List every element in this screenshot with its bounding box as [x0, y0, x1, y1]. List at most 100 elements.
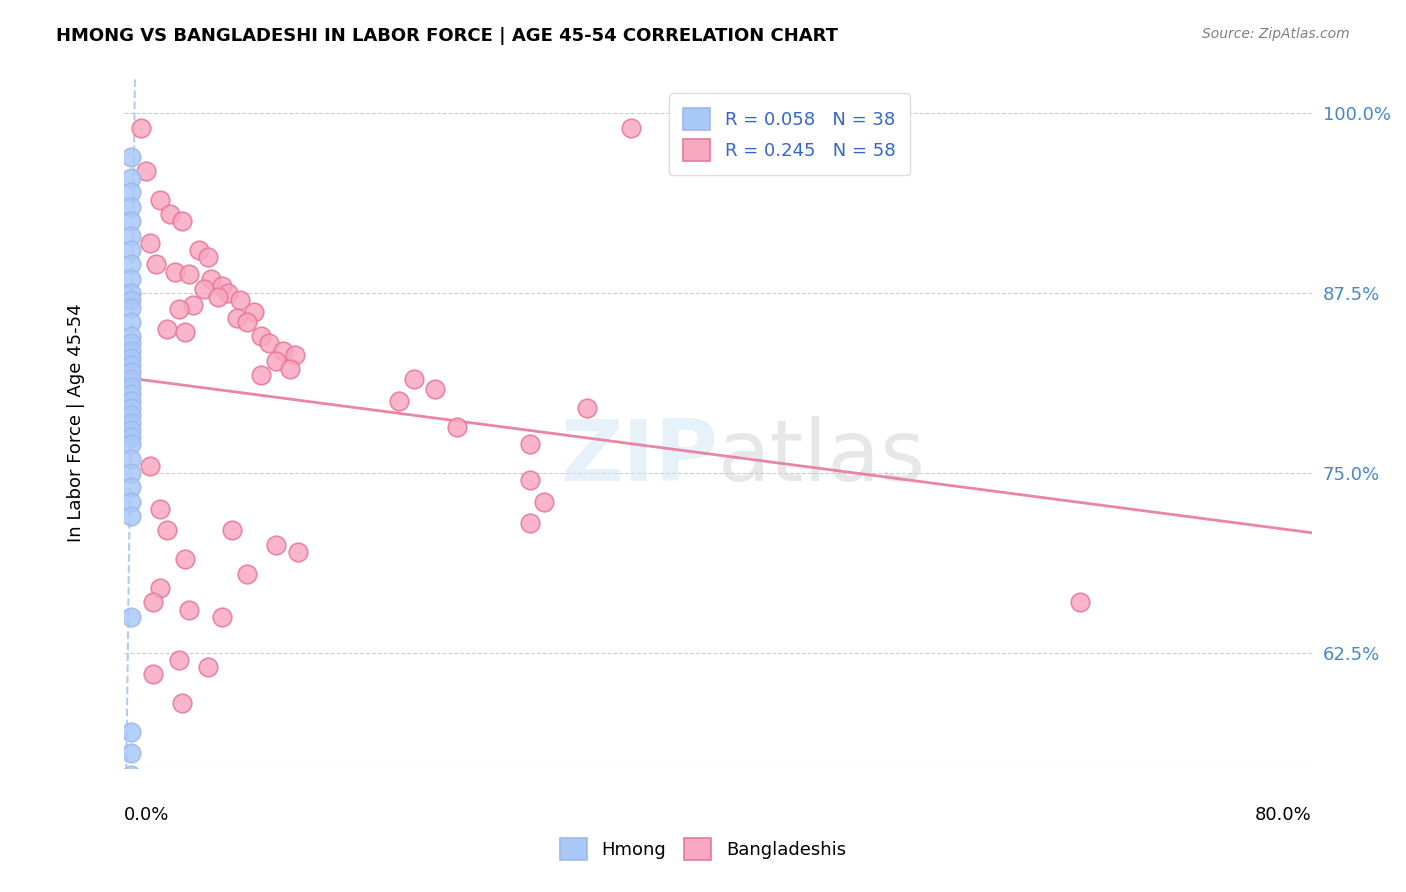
- Point: [177, 268, 200, 282]
- Point: [284, 348, 307, 362]
- Point: [139, 458, 162, 473]
- Point: [229, 293, 252, 308]
- Point: [519, 473, 541, 487]
- Point: [200, 272, 222, 286]
- Point: [149, 581, 172, 595]
- Point: [120, 379, 142, 393]
- Point: [120, 416, 142, 430]
- Point: [120, 272, 142, 286]
- Point: [156, 524, 179, 538]
- Point: [620, 120, 643, 135]
- Legend: R = 0.058   N = 38, R = 0.245   N = 58: R = 0.058 N = 38, R = 0.245 N = 58: [669, 94, 910, 176]
- Point: [177, 602, 200, 616]
- Point: [193, 282, 215, 296]
- Text: ZIP: ZIP: [560, 416, 718, 499]
- Point: [250, 368, 273, 383]
- Point: [167, 653, 190, 667]
- Point: [173, 325, 195, 339]
- Point: [120, 186, 142, 200]
- Point: [183, 298, 205, 312]
- Point: [149, 193, 172, 207]
- Point: [188, 243, 211, 257]
- Point: [170, 696, 193, 710]
- Point: [120, 214, 142, 228]
- Point: [243, 305, 266, 319]
- Point: [211, 279, 233, 293]
- Point: [533, 494, 555, 508]
- Point: [120, 747, 142, 761]
- Point: [280, 362, 302, 376]
- Point: [236, 566, 259, 581]
- Point: [211, 609, 233, 624]
- Point: [425, 383, 447, 397]
- Point: [120, 243, 142, 257]
- Point: [120, 365, 142, 379]
- Point: [207, 290, 229, 304]
- Point: [446, 420, 468, 434]
- Point: [120, 257, 142, 271]
- Text: HMONG VS BANGLADESHI IN LABOR FORCE | AGE 45-54 CORRELATION CHART: HMONG VS BANGLADESHI IN LABOR FORCE | AG…: [56, 27, 838, 45]
- Point: [120, 437, 142, 451]
- Point: [120, 343, 142, 358]
- Point: [156, 322, 179, 336]
- Point: [120, 315, 142, 329]
- Point: [225, 310, 247, 325]
- Point: [402, 372, 425, 386]
- Text: 0.0%: 0.0%: [124, 805, 169, 823]
- Point: [120, 329, 142, 343]
- Point: [120, 509, 142, 524]
- Point: [120, 200, 142, 214]
- Text: atlas: atlas: [718, 416, 927, 499]
- Point: [287, 545, 309, 559]
- Point: [159, 207, 181, 221]
- Point: [257, 336, 280, 351]
- Point: [142, 667, 165, 681]
- Point: [120, 409, 142, 423]
- Point: [120, 609, 142, 624]
- Point: [264, 538, 287, 552]
- Point: [120, 351, 142, 365]
- Point: [120, 466, 142, 480]
- Point: [149, 501, 172, 516]
- Point: [145, 257, 167, 271]
- Legend: Hmong, Bangladeshis: Hmong, Bangladeshis: [546, 823, 860, 874]
- Point: [120, 394, 142, 409]
- Point: [120, 358, 142, 372]
- Point: [139, 235, 162, 250]
- Point: [519, 437, 541, 451]
- Point: [576, 401, 599, 416]
- Point: [120, 171, 142, 186]
- Point: [271, 343, 294, 358]
- Point: [173, 552, 195, 566]
- Point: [221, 524, 243, 538]
- Point: [120, 336, 142, 351]
- Point: [217, 286, 239, 301]
- Point: [163, 264, 186, 278]
- Point: [236, 315, 259, 329]
- Point: [120, 494, 142, 508]
- Point: [120, 372, 142, 386]
- Point: [167, 301, 190, 316]
- Point: [120, 149, 142, 163]
- Point: [388, 394, 411, 409]
- Text: Source: ZipAtlas.com: Source: ZipAtlas.com: [1202, 27, 1350, 41]
- Point: [170, 214, 193, 228]
- Point: [120, 401, 142, 416]
- Point: [197, 250, 219, 264]
- Point: [120, 451, 142, 466]
- Point: [142, 595, 165, 609]
- Point: [120, 293, 142, 308]
- Point: [250, 329, 273, 343]
- Point: [120, 430, 142, 444]
- Point: [120, 423, 142, 437]
- Point: [135, 164, 157, 178]
- Point: [1069, 595, 1091, 609]
- Point: [197, 660, 219, 674]
- Point: [129, 120, 152, 135]
- Text: In Labor Force | Age 45-54: In Labor Force | Age 45-54: [67, 303, 86, 541]
- Point: [264, 353, 287, 368]
- Point: [120, 386, 142, 401]
- Point: [120, 724, 142, 739]
- Point: [120, 480, 142, 494]
- Point: [120, 228, 142, 243]
